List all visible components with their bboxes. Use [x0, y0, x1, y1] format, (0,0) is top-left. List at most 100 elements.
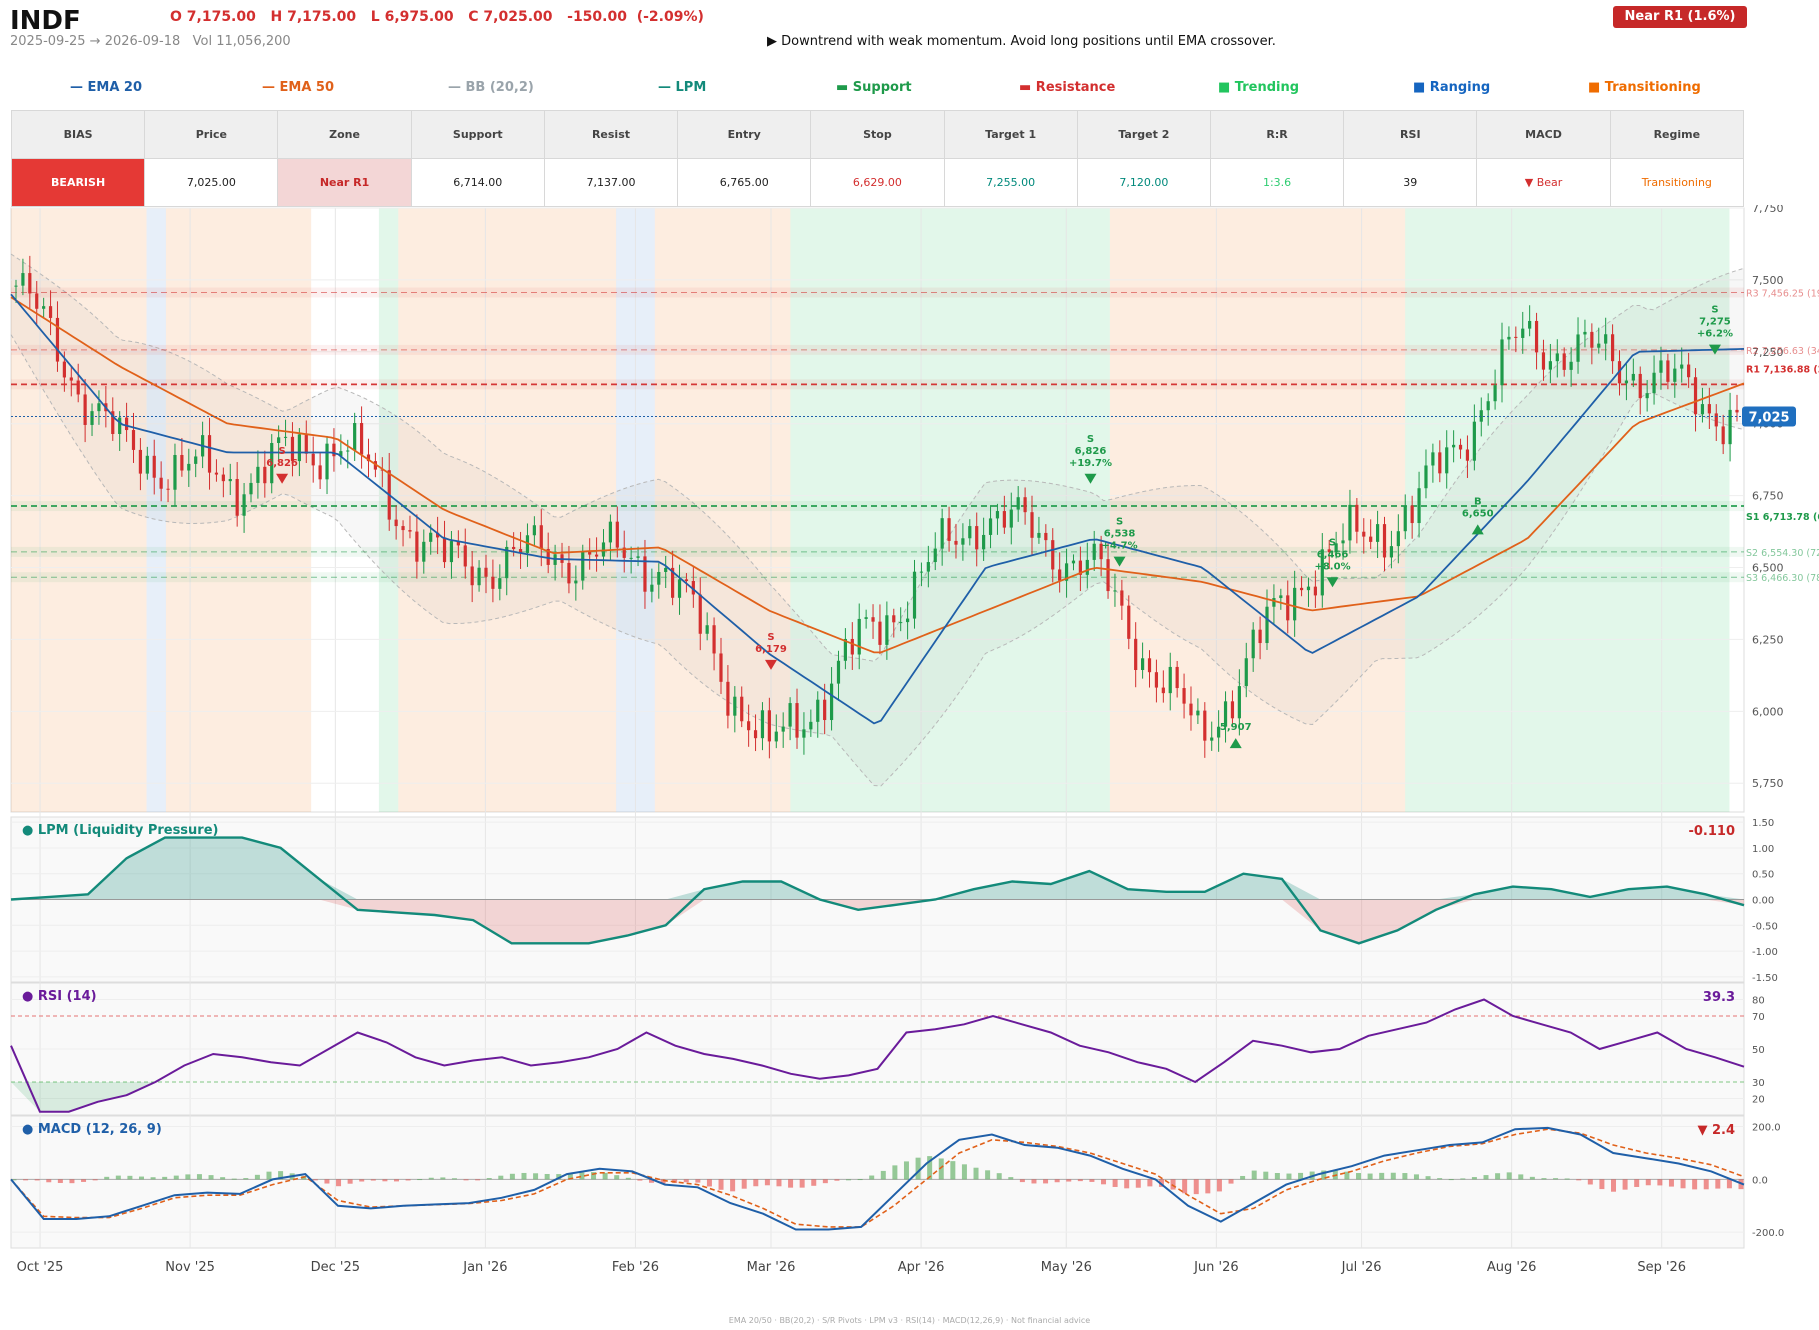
ema50-line [10, 296, 1745, 654]
cell-zone: Near R1 [277, 158, 412, 207]
macd-histogram-bar [81, 1179, 87, 1182]
macd-histogram-bar [1205, 1179, 1211, 1194]
ema20-line [10, 293, 1745, 725]
candle-body [187, 463, 191, 471]
macd-histogram-bar [1112, 1179, 1118, 1187]
candle-body [353, 423, 357, 451]
macd-histogram-bar [602, 1172, 608, 1180]
macd-histogram-bar [440, 1177, 446, 1180]
candle-body [359, 423, 364, 455]
candle-body [1203, 710, 1207, 741]
candle-body [1687, 364, 1691, 378]
candle-body [753, 730, 758, 739]
candle-body [1348, 504, 1352, 541]
macd-histogram-bar [1529, 1176, 1535, 1180]
rsi-tick-label: 50 [1752, 1045, 1765, 1056]
candle-body [1175, 666, 1179, 689]
candle-body [1279, 595, 1283, 599]
cell-stop: 6,629.00 [810, 158, 945, 207]
macd-histogram-bar [1506, 1172, 1512, 1180]
signal-label: S [767, 632, 774, 643]
candle-body [1555, 353, 1559, 362]
macd-tick-label: 200.0 [1752, 1123, 1781, 1134]
candle-body [1673, 368, 1677, 382]
candle-body [767, 710, 771, 742]
macd-histogram-bar [92, 1179, 98, 1181]
candle-body [823, 699, 827, 721]
candle-body [145, 455, 149, 474]
candle-body [1002, 511, 1006, 528]
candle-body [436, 532, 440, 538]
macd-histogram-bar [498, 1175, 504, 1180]
candle-body [14, 285, 18, 287]
x-tick-label: Nov '25 [165, 1260, 215, 1275]
candle-body [740, 696, 744, 722]
candle-body [622, 547, 626, 558]
macd-histogram-bar [1124, 1179, 1130, 1189]
macd-histogram-bar [393, 1179, 399, 1182]
macd-histogram-bar [614, 1175, 620, 1180]
lpm-title: ● LPM (Liquidity Pressure) [22, 823, 218, 838]
candle-body [816, 699, 820, 722]
candle-body [339, 451, 343, 457]
macd-histogram-bar [706, 1179, 712, 1187]
level-label: S2 6,554.30 (72x) [1746, 548, 1819, 559]
macd-histogram-bar [104, 1176, 110, 1180]
candle-body [1037, 532, 1041, 538]
macd-histogram-bar [1402, 1173, 1408, 1180]
candle-body [21, 273, 25, 286]
candle-body [843, 638, 847, 661]
candle-body [1624, 380, 1629, 384]
candle-body [221, 474, 225, 482]
macd-histogram-bar [973, 1167, 979, 1180]
macd-histogram-bar [1703, 1179, 1709, 1190]
macd-histogram-bar [162, 1176, 168, 1180]
lpm-negative-fill [11, 899, 1744, 944]
candle-body [1210, 737, 1214, 741]
candle-body [429, 532, 433, 542]
macd-histogram-bar [741, 1179, 747, 1189]
macd-histogram-bar [556, 1174, 562, 1180]
cell-bias: BEARISH [10, 158, 146, 207]
macd-histogram-bar [127, 1175, 133, 1180]
macd-histogram-bar [567, 1173, 573, 1180]
signal-marker [1708, 344, 1721, 355]
candle-body [1375, 524, 1380, 542]
signal-marker [1326, 577, 1339, 588]
macd-histogram-bar [1622, 1179, 1628, 1190]
macd-histogram-bar [695, 1179, 701, 1183]
macd-histogram-bar [220, 1177, 226, 1180]
signal-label: 6,826 [1075, 446, 1107, 457]
candle-body [1189, 703, 1193, 716]
macd-histogram-bar [475, 1179, 481, 1181]
candle-body [194, 456, 198, 464]
candle-body [498, 578, 502, 589]
col-regime: Regime [1609, 110, 1745, 159]
candle-body [380, 469, 384, 471]
lpm-tick-label: 1.50 [1752, 818, 1774, 829]
price-tick-label: 6,750 [1752, 490, 1784, 503]
last-price-label: 7,025 [1748, 411, 1789, 426]
level-label: R2 7,256.63 (34x) [1746, 346, 1819, 357]
candle-body [1693, 377, 1698, 415]
macd-histogram-bar [730, 1179, 736, 1192]
candle-body [214, 472, 219, 475]
signal-label: S [278, 446, 285, 457]
macd-histogram-bar [208, 1175, 214, 1180]
macd-histogram-bar [1587, 1179, 1593, 1185]
col-target1: Target 1 [943, 110, 1078, 159]
macd-histogram-bar [1541, 1178, 1547, 1180]
candle-body [788, 703, 792, 727]
candle-body [1382, 524, 1387, 558]
candle-body [1355, 504, 1359, 532]
x-tick-label: Jun '26 [1193, 1260, 1239, 1275]
candle-body [774, 731, 778, 742]
macd-histogram-bar [950, 1161, 956, 1180]
candle-body [1223, 701, 1228, 727]
candle-body [1051, 540, 1055, 570]
candle-body [111, 411, 115, 434]
macd-histogram-bar [1193, 1179, 1199, 1195]
candle-body [173, 454, 177, 490]
candle-body [982, 534, 986, 550]
rsi-tick-label: 20 [1752, 1095, 1765, 1106]
